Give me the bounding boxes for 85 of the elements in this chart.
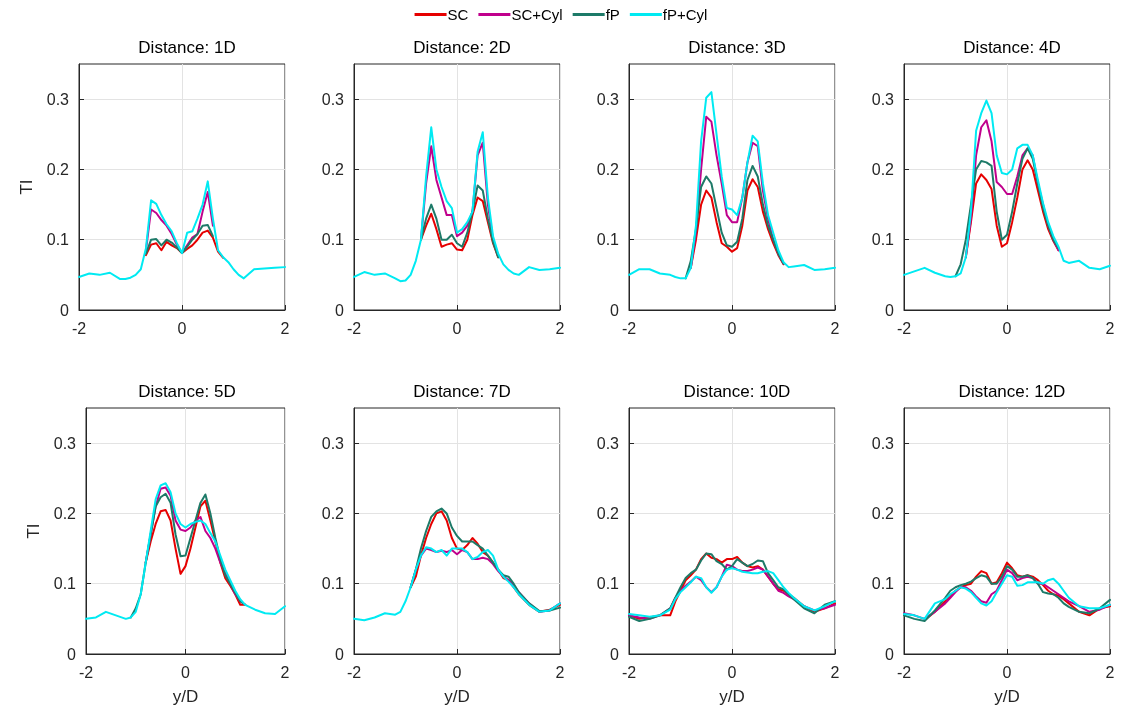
y-tick-label: 0.1 xyxy=(596,231,620,249)
line-series xyxy=(144,223,214,255)
x-tick-label: -2 xyxy=(621,663,637,681)
y-tick-label: 0.1 xyxy=(871,575,895,593)
x-tick-label: 2 xyxy=(1105,319,1115,337)
x-tick-label: 0 xyxy=(177,319,187,337)
y-tick-label: 0 xyxy=(885,645,895,663)
y-tick-label: 0.2 xyxy=(596,160,620,178)
x-tick-label: 2 xyxy=(280,663,290,681)
line-series xyxy=(419,184,500,259)
line-series xyxy=(144,229,225,259)
y-tick-label: 0.2 xyxy=(871,504,895,522)
y-tick-label: 0.3 xyxy=(53,434,77,452)
x-tick-label: -2 xyxy=(346,319,362,337)
y-tick-label: 0.3 xyxy=(871,90,895,108)
line-series xyxy=(353,126,561,283)
line-series xyxy=(78,180,286,281)
x-tick-label: 0 xyxy=(1002,319,1012,337)
y-tick-label: 0 xyxy=(67,645,77,663)
x-tick-label: -2 xyxy=(78,663,94,681)
y-tick-label: 0.1 xyxy=(321,231,345,249)
chart-title: Distance: 2D xyxy=(413,38,511,57)
x-tick-label: 0 xyxy=(452,663,462,681)
y-tick-label: 0 xyxy=(335,645,345,663)
chart-title: Distance: 7D xyxy=(413,382,511,401)
x-tick-label: 2 xyxy=(280,319,290,337)
chart-title: Distance: 3D xyxy=(688,38,786,57)
y-tick-label: 0.1 xyxy=(53,575,77,593)
x-axis-title: y/D xyxy=(719,687,745,706)
x-tick-label: 0 xyxy=(181,663,191,681)
x-tick-label: 0 xyxy=(1002,663,1012,681)
chart-title: Distance: 4D xyxy=(963,38,1061,57)
legend-label: SC+Cyl xyxy=(511,6,563,23)
line-series xyxy=(85,482,286,620)
x-tick-label: 2 xyxy=(830,319,840,337)
y-tick-label: 0.3 xyxy=(596,434,620,452)
y-tick-label: 0 xyxy=(610,301,620,319)
legend-label: fP+Cyl xyxy=(662,6,708,23)
y-tick-label: 0.2 xyxy=(321,504,345,522)
line-series xyxy=(954,147,1060,278)
y-tick-label: 0.2 xyxy=(46,160,70,178)
chart-title: Distance: 1D xyxy=(138,38,236,57)
y-axis-title: TI xyxy=(24,523,43,539)
x-axis-title: y/D xyxy=(994,687,1020,706)
x-tick-label: 2 xyxy=(555,663,565,681)
y-tick-label: 0.2 xyxy=(53,504,77,522)
line-series xyxy=(628,91,836,280)
x-tick-label: 2 xyxy=(1105,663,1115,681)
x-tick-label: -2 xyxy=(621,319,637,337)
y-tick-label: 0.1 xyxy=(871,231,895,249)
y-tick-label: 0.3 xyxy=(46,90,70,108)
line-series xyxy=(419,196,500,259)
x-tick-label: 0 xyxy=(452,319,462,337)
chart-title: Distance: 5D xyxy=(138,382,236,401)
legend-label: SC xyxy=(447,6,469,23)
y-tick-label: 0 xyxy=(60,301,70,319)
chart-title: Distance: 12D xyxy=(958,382,1066,401)
y-tick-label: 0.2 xyxy=(321,160,345,178)
x-tick-label: -2 xyxy=(346,663,362,681)
chart-title: Distance: 10D xyxy=(683,382,791,401)
y-axis-title: TI xyxy=(17,179,36,195)
x-axis-title: y/D xyxy=(172,687,199,706)
y-tick-label: 0.1 xyxy=(321,575,345,593)
legend-label: fP xyxy=(605,6,620,23)
y-tick-label: 0.2 xyxy=(596,504,620,522)
x-tick-label: -2 xyxy=(71,319,87,337)
y-tick-label: 0.3 xyxy=(321,434,345,452)
y-tick-label: 0.3 xyxy=(871,434,895,452)
y-tick-label: 0.3 xyxy=(596,90,620,108)
y-tick-label: 0 xyxy=(335,301,345,319)
x-tick-label: -2 xyxy=(896,663,912,681)
y-tick-label: 0 xyxy=(610,645,620,663)
y-tick-label: 0.1 xyxy=(46,231,70,249)
line-series xyxy=(353,546,561,622)
x-tick-label: 0 xyxy=(727,663,737,681)
line-series xyxy=(903,99,1111,278)
x-axis-title: y/D xyxy=(444,687,470,706)
x-tick-label: 2 xyxy=(555,319,565,337)
y-tick-label: 0 xyxy=(885,301,895,319)
y-tick-label: 0.1 xyxy=(596,575,620,593)
x-tick-label: -2 xyxy=(896,319,912,337)
y-tick-label: 0.3 xyxy=(321,90,345,108)
y-tick-label: 0.2 xyxy=(871,160,895,178)
x-tick-label: 0 xyxy=(727,319,737,337)
x-tick-label: 2 xyxy=(830,663,840,681)
